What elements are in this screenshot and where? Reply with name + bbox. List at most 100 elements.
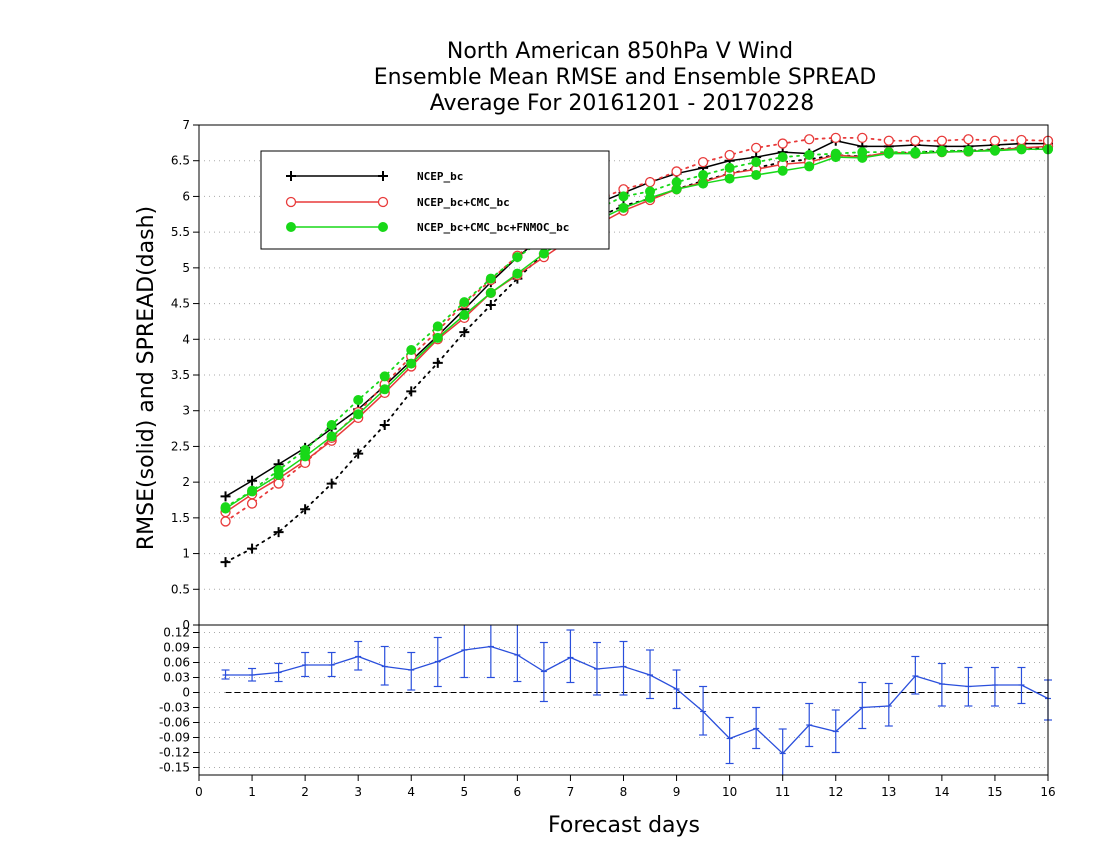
filled-circle-marker <box>618 191 629 202</box>
bottom-y-tick-label: -0.09 <box>159 731 190 745</box>
filled-circle-marker <box>247 485 258 496</box>
filled-circle-marker <box>300 445 311 455</box>
plus-marker <box>220 557 231 568</box>
filled-circle-marker <box>618 202 629 213</box>
filled-circle-marker <box>353 409 364 420</box>
open-circle-marker <box>857 132 868 144</box>
bottom-panel-series <box>221 625 1052 775</box>
filled-circle-marker <box>751 170 762 180</box>
filled-circle-marker <box>286 222 296 232</box>
x-tick-label: 3 <box>354 785 362 799</box>
filled-circle-marker <box>459 310 470 320</box>
filled-circle-marker <box>751 157 762 168</box>
legend-entry-label: NCEP_bc <box>417 170 463 183</box>
legend-entry-label: NCEP_bc+CMC_bc <box>417 196 510 209</box>
bottom-y-tick-label: 0.03 <box>163 671 190 685</box>
x-tick-label: 15 <box>987 785 1002 799</box>
filled-circle-marker <box>378 222 388 232</box>
filled-circle-marker <box>273 465 284 475</box>
bottom-y-tick-label: 0 <box>182 618 190 632</box>
x-tick-label: 10 <box>722 785 737 799</box>
plus-marker <box>406 386 417 397</box>
chart-title-line-1: North American 850hPa V Wind <box>447 39 793 64</box>
filled-circle-marker <box>1016 144 1027 155</box>
plus-marker <box>485 300 496 310</box>
top-y-tick-label: 6 <box>182 189 190 203</box>
plus-marker <box>247 543 258 554</box>
open-circle-marker <box>671 166 682 177</box>
filled-circle-marker <box>459 297 470 308</box>
filled-circle-marker <box>353 395 364 405</box>
open-circle-marker <box>377 196 389 208</box>
filled-circle-marker <box>379 371 390 382</box>
filled-circle-marker <box>406 345 417 355</box>
top-y-tick-label: 3 <box>182 404 190 418</box>
open-circle-marker <box>697 156 709 168</box>
plus-marker <box>286 171 296 181</box>
bottom-y-tick-label: 0.09 <box>163 641 190 655</box>
plus-marker <box>378 171 388 181</box>
filled-circle-marker <box>804 150 815 160</box>
x-tick-label: 16 <box>1040 785 1055 799</box>
plus-marker <box>353 448 364 459</box>
open-circle-marker <box>644 176 656 188</box>
chart-title-line-2: Ensemble Mean RMSE and Ensemble SPREAD <box>374 65 877 90</box>
filled-circle-marker <box>883 147 894 158</box>
filled-circle-marker <box>645 186 656 197</box>
open-circle-marker <box>830 132 841 144</box>
bottom-y-tick-label: 0 <box>182 686 190 700</box>
filled-circle-marker <box>220 502 231 513</box>
open-circle-marker <box>1016 134 1027 146</box>
plus-marker <box>379 420 390 430</box>
top-y-tick-label: 4.5 <box>171 297 190 311</box>
filled-circle-marker <box>936 145 947 156</box>
open-circle-marker <box>273 478 284 489</box>
bottom-y-tick-label: 0.12 <box>163 626 190 640</box>
top-y-tick-label: 0.5 <box>171 582 190 596</box>
x-tick-label: 9 <box>673 785 681 799</box>
filled-circle-marker <box>724 173 735 184</box>
filled-circle-marker <box>804 161 815 172</box>
x-tick-label: 14 <box>934 785 949 799</box>
top-y-tick-label: 3.5 <box>171 368 190 382</box>
filled-circle-marker <box>432 321 443 332</box>
x-tick-label: 1 <box>248 785 256 799</box>
open-circle-marker <box>285 196 297 208</box>
top-y-tick-label: 5.5 <box>171 225 190 239</box>
filled-circle-marker <box>326 431 337 442</box>
filled-circle-marker <box>326 420 337 430</box>
top-y-tick-label: 1.5 <box>171 511 190 525</box>
top-y-tick-label: 1 <box>182 547 190 561</box>
open-circle-marker <box>936 135 948 146</box>
filled-circle-marker <box>538 248 549 259</box>
open-circle-marker <box>220 516 231 527</box>
plus-marker <box>273 527 284 538</box>
plus-marker <box>459 327 470 338</box>
filled-circle-marker <box>777 152 788 163</box>
open-circle-marker <box>246 498 258 509</box>
top-panel-y-ticks: 0.5 1 1.5 2 2.5 3 3.5 4 4.5 5 5.5 6 6.5 7 <box>171 118 199 626</box>
y-axis-label: RMSE(solid) and SPREAD(dash) <box>134 206 159 550</box>
open-circle-marker <box>963 134 974 145</box>
chart-title-line-3: Average For 20161201 - 20170228 <box>430 91 815 116</box>
filled-circle-marker <box>671 177 682 188</box>
plus-marker <box>300 504 311 515</box>
filled-circle-marker <box>512 268 523 279</box>
bottom-y-tick-label: -0.06 <box>159 716 190 730</box>
bottom-y-tick-label: -0.12 <box>159 746 190 760</box>
filled-circle-marker <box>963 145 974 156</box>
filled-circle-marker <box>989 145 1000 155</box>
filled-circle-marker <box>910 147 921 158</box>
difference-line <box>225 645 1049 755</box>
bottom-y-tick-label: -0.03 <box>159 701 190 715</box>
plus-marker <box>247 475 258 486</box>
open-circle-marker <box>910 135 921 146</box>
legend-entry-label: NCEP_bc+CMC_bc+FNMOC_bc <box>417 221 569 234</box>
x-axis-label: Forecast days <box>548 813 700 838</box>
filled-circle-marker <box>512 252 523 263</box>
filled-circle-marker <box>830 148 841 159</box>
open-circle-marker <box>804 134 815 145</box>
filled-circle-marker <box>857 147 868 158</box>
filled-circle-marker <box>485 273 496 284</box>
